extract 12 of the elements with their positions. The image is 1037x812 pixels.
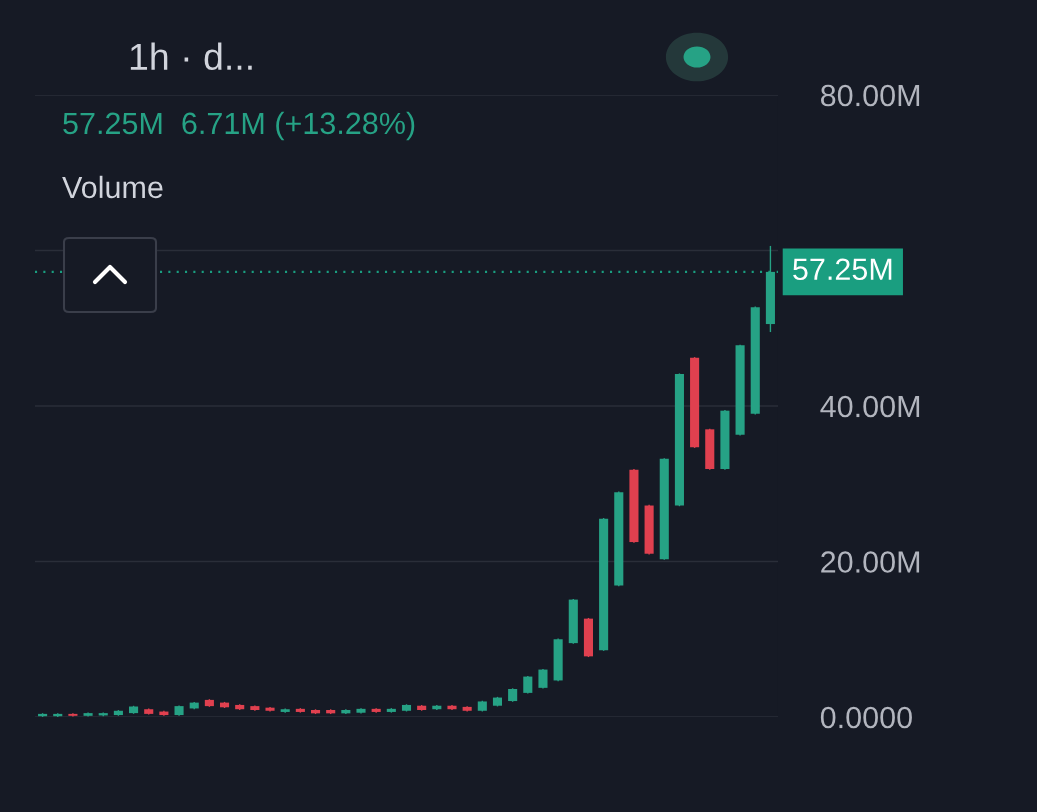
- y-tick-label: 40.00M: [820, 395, 920, 418]
- text: 57.25M 6.71M (+13.28%): [63, 111, 415, 141]
- ref-line-label: 57.25M: [793, 258, 892, 281]
- candlestick: [83, 712, 93, 717]
- chart-title: 1h · d...: [130, 42, 252, 71]
- y-tick-label: 80.00M: [820, 84, 920, 107]
- candlestick: [538, 668, 548, 689]
- y-tick-label: 20.00M: [821, 551, 920, 573]
- annotation: Volume: [62, 175, 163, 199]
- candlestick: [371, 708, 381, 713]
- candlestick: [68, 713, 78, 717]
- y-tick-label: 0.0000: [820, 706, 912, 729]
